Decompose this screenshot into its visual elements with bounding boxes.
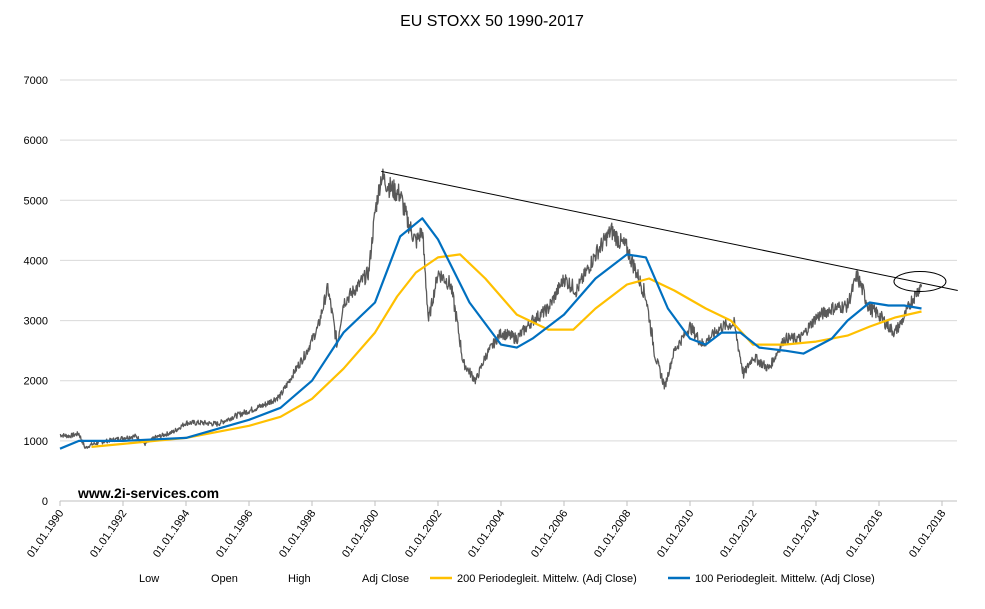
- legend-item: High: [288, 573, 311, 585]
- x-tick-label: 01.01.2008: [592, 508, 633, 560]
- x-tick-label: 01.01.1996: [214, 508, 255, 560]
- y-tick-label: 2000: [24, 376, 48, 388]
- x-tick-label: 01.01.2004: [466, 508, 507, 560]
- trendline: [381, 170, 958, 291]
- x-tick-label: 01.01.1992: [88, 508, 129, 560]
- y-tick-label: 6000: [24, 135, 48, 147]
- legend-item: 100 Periodegleit. Mittelw. (Adj Close): [695, 573, 875, 585]
- x-tick-label: 01.01.1994: [151, 508, 192, 560]
- x-tick-label: 01.01.2002: [403, 508, 444, 560]
- y-tick-label: 7000: [24, 75, 48, 87]
- y-tick-label: 0: [42, 496, 48, 508]
- x-tick-label: 01.01.2010: [655, 508, 696, 560]
- watermark: www.2i-services.com: [77, 485, 219, 501]
- y-tick-label: 1000: [24, 436, 48, 448]
- x-tick-label: 01.01.2000: [340, 508, 381, 560]
- x-tick-label: 01.01.2018: [907, 508, 948, 560]
- y-tick-label: 3000: [24, 316, 48, 328]
- highlight-ellipse: [893, 270, 947, 292]
- series-line-ma200: [91, 253, 922, 448]
- series-line-ma100: [59, 217, 922, 450]
- x-tick-label: 01.01.1990: [25, 508, 66, 560]
- legend-item: Low: [139, 573, 159, 585]
- series-line-adj-close: [59, 168, 923, 449]
- x-tick-label: 01.01.2006: [529, 508, 570, 560]
- x-tick-label: 01.01.2012: [718, 508, 759, 560]
- y-tick-label: 4000: [24, 255, 48, 267]
- chart-title: EU STOXX 50 1990-2017: [400, 13, 584, 30]
- x-tick-label: 01.01.2014: [781, 508, 822, 560]
- legend-item: 200 Periodegleit. Mittelw. (Adj Close): [457, 573, 637, 585]
- x-tick-label: 01.01.2016: [844, 508, 885, 560]
- legend-item: Adj Close: [362, 573, 409, 585]
- legend-item: Open: [211, 573, 238, 585]
- x-tick-label: 01.01.1998: [277, 508, 318, 560]
- y-tick-label: 5000: [24, 195, 48, 207]
